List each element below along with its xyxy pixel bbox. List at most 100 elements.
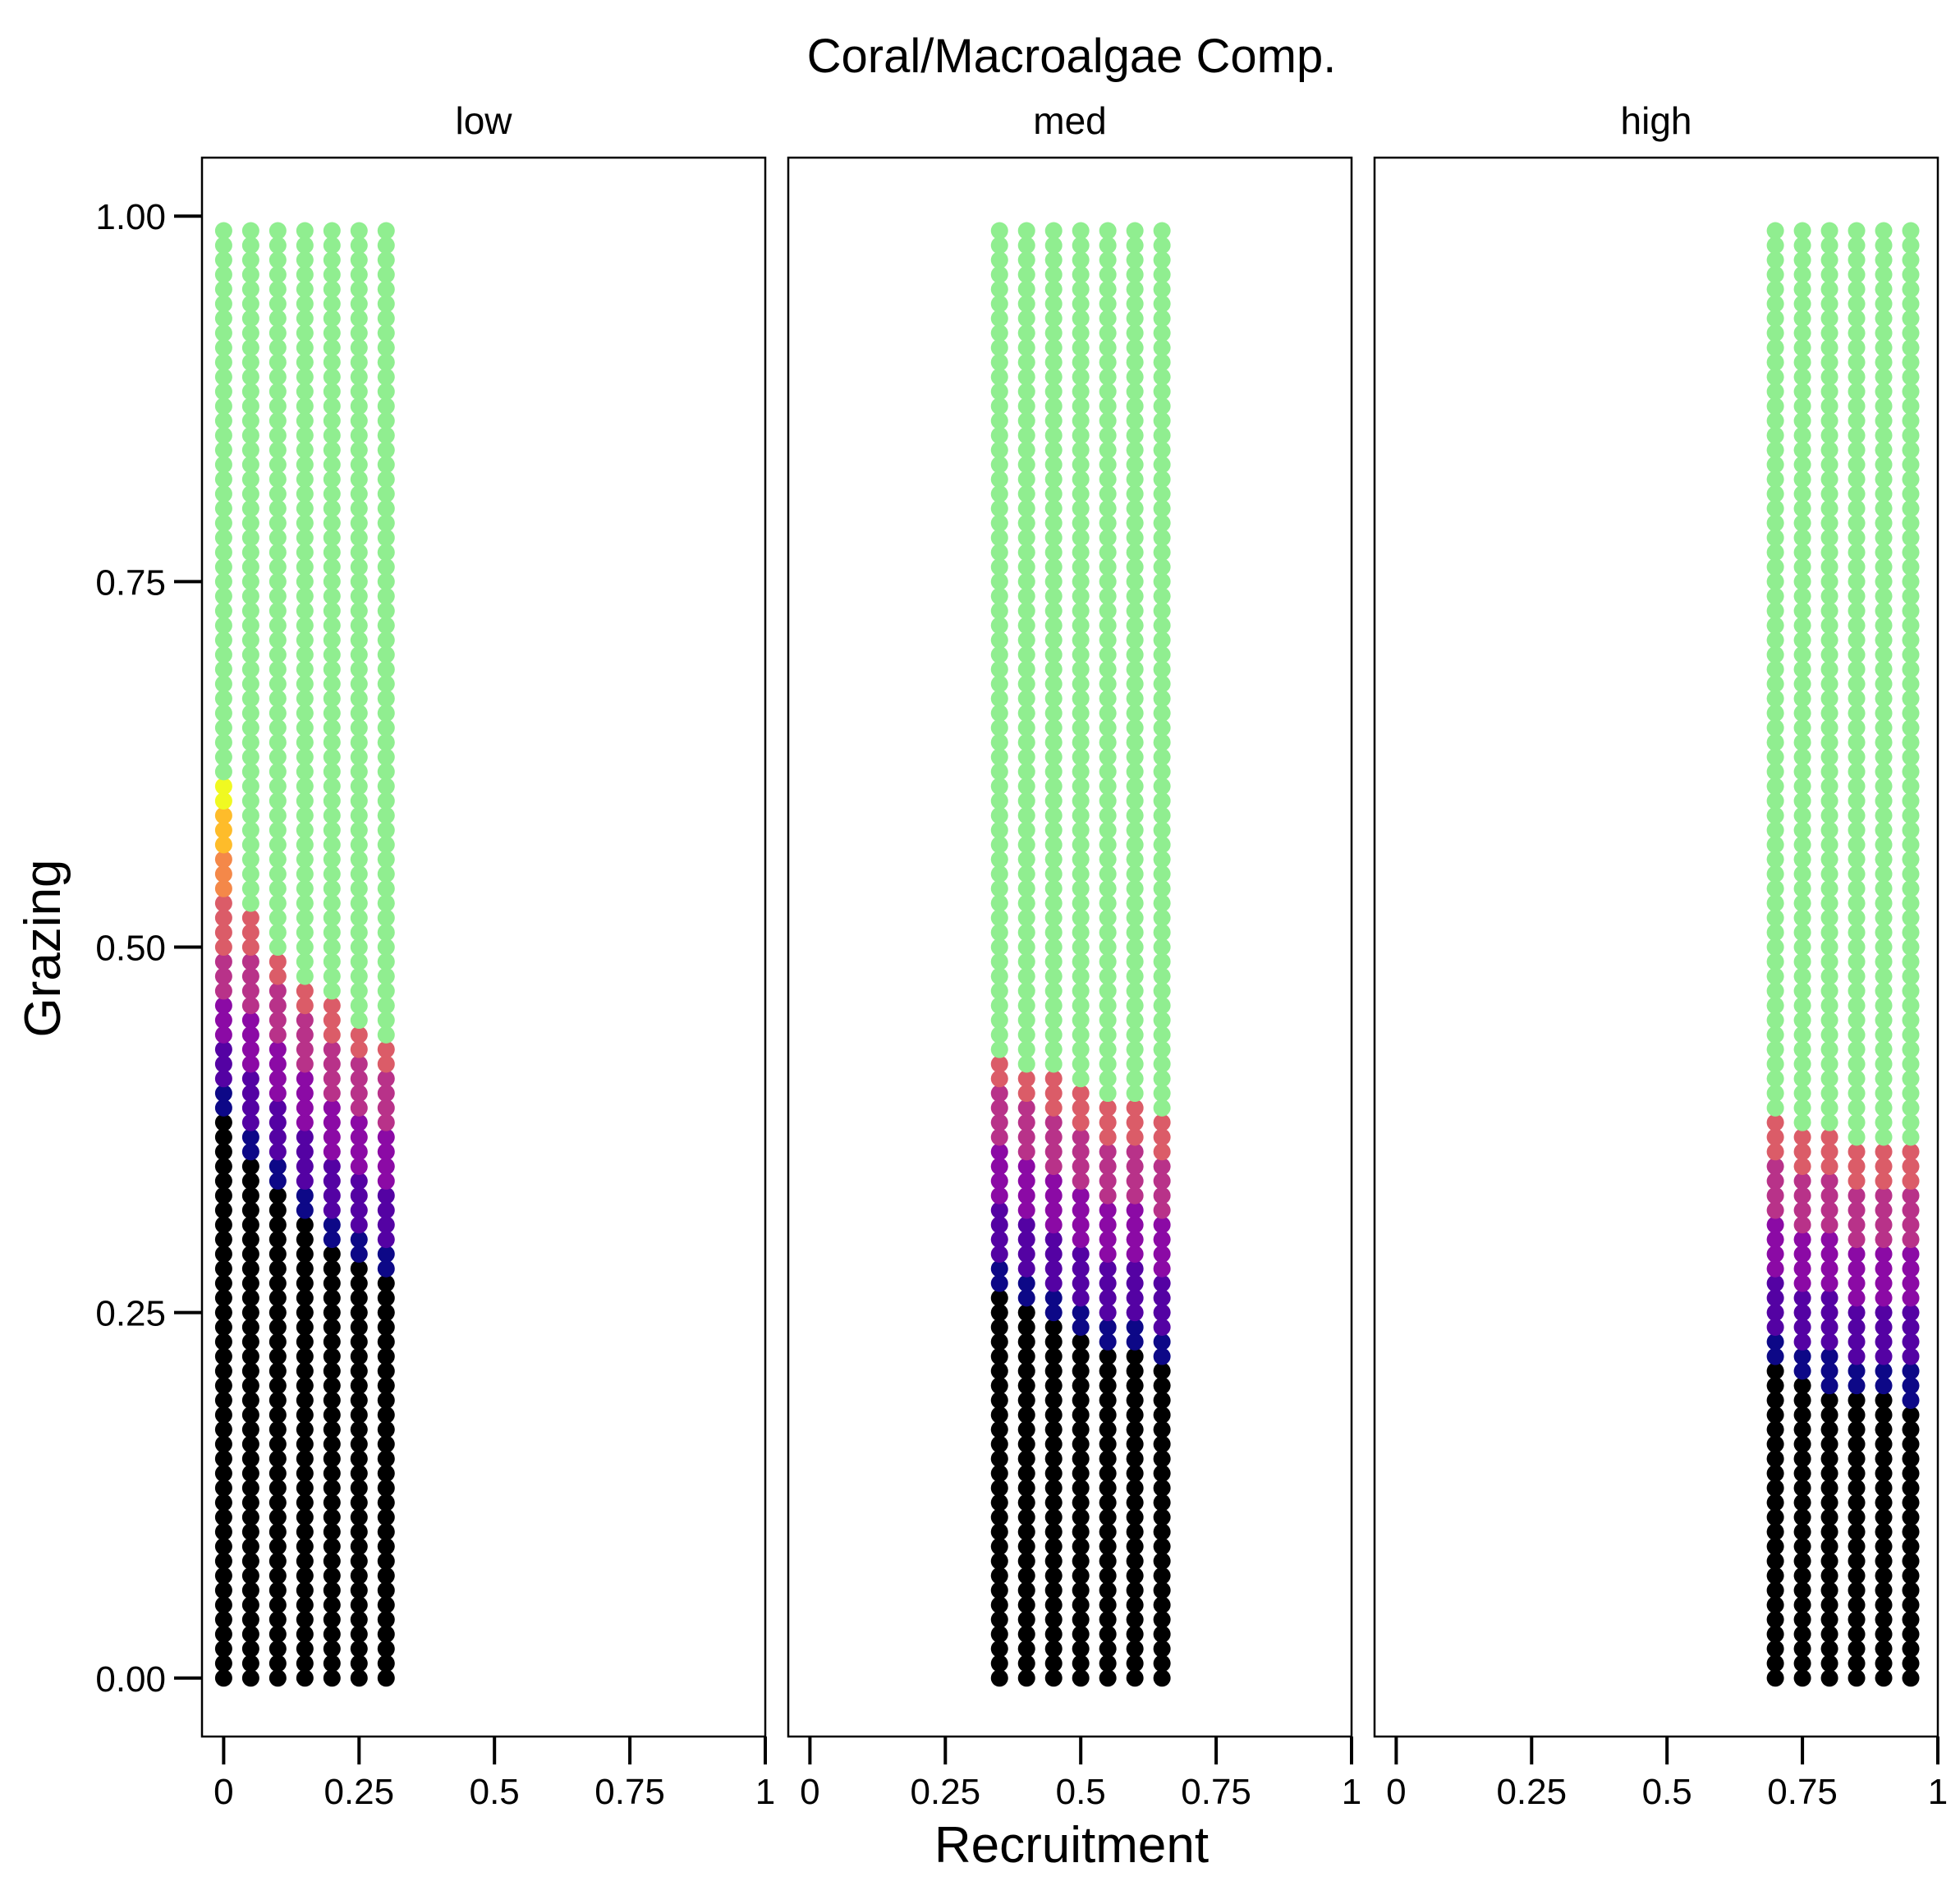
data-point [990,851,1008,869]
data-point [1072,544,1090,562]
data-point [1793,879,1811,897]
data-point [296,1450,314,1468]
data-point [377,1654,395,1672]
data-point [241,938,259,956]
data-point [377,997,395,1015]
data-point [296,1055,314,1073]
data-point [1848,660,1866,678]
data-point [1099,310,1117,328]
data-point [323,1552,341,1570]
data-point [1044,1391,1063,1409]
data-point [1766,1596,1784,1614]
data-point [350,1216,368,1234]
data-point [296,1581,314,1599]
data-point [1848,1085,1866,1103]
data-point [296,1289,314,1307]
data-point [269,1055,287,1073]
data-point [214,426,232,444]
data-point [1099,280,1117,298]
data-point [990,1479,1008,1497]
data-point [350,718,368,736]
data-point [1044,1216,1063,1234]
data-point [1820,397,1838,415]
data-point [1153,383,1171,401]
data-point [1902,397,1920,415]
data-point [1875,1231,1893,1249]
data-point [1902,1640,1920,1658]
data-point [1766,310,1784,328]
data-point [269,529,287,547]
data-point [296,412,314,429]
data-point [296,1113,314,1131]
data-point [1072,938,1090,956]
data-point [1126,470,1144,489]
data-point [1017,470,1035,489]
data-point [1126,1113,1144,1131]
data-point [241,602,259,620]
data-point [323,952,341,970]
data-point [1072,1581,1090,1599]
data-point [296,310,314,328]
data-point [1153,1435,1171,1453]
data-point [1766,1128,1784,1146]
data-point [241,778,259,796]
data-point [1820,1640,1838,1658]
data-point [1126,1085,1144,1103]
data-point [241,1596,259,1614]
data-point [241,514,259,532]
data-point [241,1465,259,1482]
panel-frame [787,156,1353,1738]
data-point [1044,1128,1063,1146]
data-point [350,617,368,635]
data-point [1099,1099,1117,1117]
data-point [1072,265,1090,283]
data-point [1766,879,1784,897]
data-point [1848,1172,1866,1190]
data-point [269,1567,287,1585]
data-point [1848,1201,1866,1219]
data-point [1848,1347,1866,1365]
data-point [1126,938,1144,956]
data-point [269,1158,287,1176]
data-point [241,1450,259,1468]
data-point [990,1289,1008,1307]
data-point [377,1640,395,1658]
data-point [1044,675,1063,693]
data-point [296,879,314,897]
data-point [1126,1216,1144,1234]
data-point [350,1318,368,1336]
data-point [1848,1289,1866,1307]
data-point [323,441,341,459]
data-point [1017,1231,1035,1249]
data-point [990,397,1008,415]
data-point [1072,1113,1090,1131]
data-point [1044,967,1063,985]
data-point [241,1085,259,1103]
data-point [269,1113,287,1131]
data-point [1153,1201,1171,1219]
data-point [350,1304,368,1322]
data-point [296,1143,314,1161]
data-point [1017,514,1035,532]
data-point [350,821,368,839]
x-tick-label: 0 [1386,1772,1406,1812]
data-point [1099,1158,1117,1176]
data-point [1153,617,1171,635]
data-point [1875,1450,1893,1468]
data-point [1126,1420,1144,1438]
data-point [1848,544,1866,562]
data-point [1848,1538,1866,1556]
data-point [1902,1201,1920,1219]
data-point [296,1420,314,1438]
data-point [1072,1318,1090,1336]
data-point [1153,1523,1171,1541]
data-point [1820,353,1838,371]
data-point [1099,1654,1117,1672]
data-point [350,1040,368,1058]
data-point [1848,1304,1866,1322]
data-point [1848,499,1866,517]
data-point [1766,265,1784,283]
data-point [1044,718,1063,736]
data-point [1793,1333,1811,1351]
data-point [1820,836,1838,854]
